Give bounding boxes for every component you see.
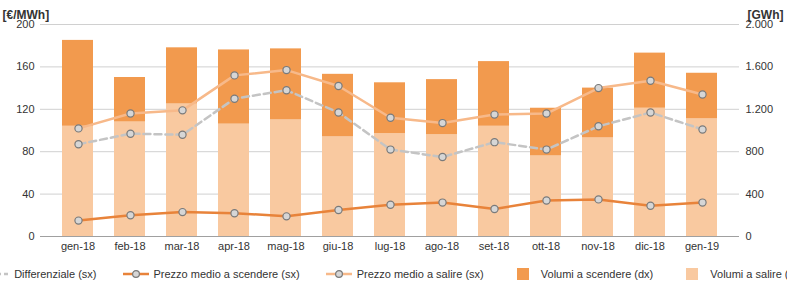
html-text:Volumi a scendere (dx): Volumi a scendere (dx) <box>540 268 654 280</box>
svg-text:gen-19: gen-19 <box>685 240 719 252</box>
html-text:Differenziale (sx): Differenziale (sx) <box>14 268 97 280</box>
svg-text:200: 200 <box>16 18 35 30</box>
svg-text:apr-18: apr-18 <box>218 240 250 252</box>
svg-text:gen-18: gen-18 <box>61 240 95 252</box>
svg-text:40: 40 <box>22 188 34 200</box>
svg-text:[€/MWh]: [€/MWh] <box>3 8 50 22</box>
svg-text:ott-18: ott-18 <box>532 240 560 252</box>
svg-text:80: 80 <box>22 145 34 157</box>
svg-text:1.200: 1.200 <box>746 103 774 115</box>
svg-text:dic-18: dic-18 <box>635 240 665 252</box>
svg-text:giu-18: giu-18 <box>323 240 354 252</box>
svg-text:mar-18: mar-18 <box>165 240 200 252</box>
svg-text:1.600: 1.600 <box>746 60 774 72</box>
svg-text:mag-18: mag-18 <box>267 240 304 252</box>
svg-text:120: 120 <box>16 103 34 115</box>
svg-text:0: 0 <box>28 230 34 242</box>
svg-text:800: 800 <box>746 145 764 157</box>
svg-text:ago-18: ago-18 <box>425 240 459 252</box>
svg-text:2.000: 2.000 <box>745 18 773 30</box>
svg-text:set-18: set-18 <box>479 240 510 252</box>
html-text:Prezzo medio a scendere (sx): Prezzo medio a scendere (sx) <box>153 268 300 280</box>
svg-text:nov-18: nov-18 <box>581 240 615 252</box>
svg-text:lug-18: lug-18 <box>375 240 406 252</box>
svg-text:[GWh]: [GWh] <box>748 8 784 22</box>
svg-text:feb-18: feb-18 <box>114 240 145 252</box>
html-text:Prezzo medio a salire (sx): Prezzo medio a salire (sx) <box>356 268 484 280</box>
svg-text:400: 400 <box>746 188 764 200</box>
svg-text:0: 0 <box>746 230 752 242</box>
svg-text:160: 160 <box>16 60 34 72</box>
